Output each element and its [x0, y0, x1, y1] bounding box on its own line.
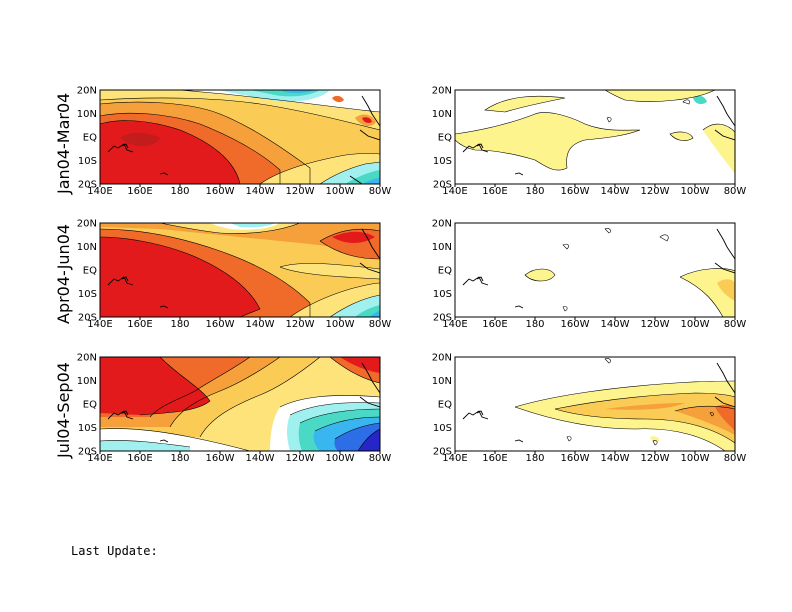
y-tick-label: 10S — [78, 156, 97, 167]
x-tick-label: 100W — [326, 186, 355, 197]
row-label-jul-sep: Jul04-Sep04 — [54, 362, 73, 459]
x-tick-label: 180 — [525, 186, 544, 197]
x-tick-label: 80W — [724, 319, 747, 330]
y-tick-label: 20S — [78, 447, 97, 458]
x-tick-label: 140W — [601, 319, 630, 330]
y-tick-label: 10S — [433, 289, 452, 300]
y-tick-label: 10S — [78, 289, 97, 300]
x-tick-label: 100W — [326, 453, 355, 464]
row-label-jan-mar: Jan04-Mar04 — [54, 93, 73, 195]
last-update-label: Last Update: — [71, 544, 158, 558]
x-tick-label: 160E — [482, 186, 507, 197]
x-tick-label: 160W — [561, 319, 590, 330]
x-tick-label: 140W — [246, 186, 275, 197]
y-tick-label: EQ — [438, 400, 452, 411]
x-tick-label: 100W — [681, 319, 710, 330]
x-tick-label: 180 — [170, 186, 189, 197]
x-tick-label: 80W — [369, 453, 392, 464]
y-tick-label: 10N — [77, 242, 97, 253]
x-tick-label: 160W — [206, 319, 235, 330]
y-tick-label: 20S — [433, 447, 452, 458]
x-tick-label: 140E — [442, 319, 467, 330]
y-tick-label: 10N — [77, 109, 97, 120]
y-tick-label: EQ — [83, 400, 97, 411]
y-tick-label: 10N — [432, 109, 452, 120]
y-tick-label: EQ — [83, 266, 97, 277]
x-tick-label: 160W — [206, 186, 235, 197]
x-tick-label: 120W — [286, 186, 315, 197]
y-tick-label: 10S — [78, 423, 97, 434]
x-tick-label: 120W — [641, 319, 670, 330]
row-label-apr-jun: Apr04-Jun04 — [54, 224, 73, 324]
y-tick-label: 10N — [432, 242, 452, 253]
y-tick-label: 20N — [432, 86, 452, 97]
y-tick-label: 20N — [77, 219, 97, 230]
x-tick-label: 140E — [442, 186, 467, 197]
y-tick-label: 10N — [77, 376, 97, 387]
x-tick-label: 80W — [724, 453, 747, 464]
x-tick-label: 160E — [482, 453, 507, 464]
x-tick-label: 180 — [525, 453, 544, 464]
x-tick-label: 80W — [724, 186, 747, 197]
y-tick-label: 20N — [432, 219, 452, 230]
x-tick-label: 120W — [641, 453, 670, 464]
x-tick-label: 100W — [326, 319, 355, 330]
x-tick-label: 140W — [601, 186, 630, 197]
x-tick-label: 140W — [246, 319, 275, 330]
axis-ticks: 140E 160E 180 160W 140W 120W 100W 80W 20N 10N EQ 10… — [77, 86, 747, 465]
y-tick-label: EQ — [438, 133, 452, 144]
x-tick-label: 120W — [641, 186, 670, 197]
y-tick-label: 20N — [77, 86, 97, 97]
y-tick-label: 20N — [432, 353, 452, 364]
y-tick-label: EQ — [438, 266, 452, 277]
y-tick-label: 20S — [433, 313, 452, 324]
panel-apr-jun-left — [99, 222, 381, 318]
panel-jul-sep-left — [99, 356, 381, 452]
y-tick-label: 20S — [78, 313, 97, 324]
x-tick-label: 180 — [525, 319, 544, 330]
x-tick-label: 100W — [681, 186, 710, 197]
panel-jan-mar-left — [99, 89, 381, 185]
x-tick-label: 160W — [561, 453, 590, 464]
x-tick-label: 160E — [127, 186, 152, 197]
x-tick-label: 80W — [369, 186, 392, 197]
x-tick-label: 160W — [561, 186, 590, 197]
y-tick-label: 10S — [433, 423, 452, 434]
y-tick-label: 10S — [433, 156, 452, 167]
y-tick-label: 20S — [78, 180, 97, 191]
x-tick-label: 140E — [87, 186, 112, 197]
y-tick-label: 20S — [433, 180, 452, 191]
y-tick-label: 20N — [77, 353, 97, 364]
x-tick-label: 140E — [87, 453, 112, 464]
x-tick-label: 140E — [87, 319, 112, 330]
y-tick-label: EQ — [83, 133, 97, 144]
x-tick-label: 140W — [246, 453, 275, 464]
x-tick-label: 160E — [127, 319, 152, 330]
panel-jul-sep-right — [454, 356, 736, 452]
x-tick-label: 160E — [127, 453, 152, 464]
y-tick-label: 10N — [432, 376, 452, 387]
x-tick-label: 120W — [286, 319, 315, 330]
x-tick-label: 180 — [170, 319, 189, 330]
x-tick-label: 160W — [206, 453, 235, 464]
x-tick-label: 80W — [369, 319, 392, 330]
panel-jan-mar-right — [454, 89, 736, 185]
x-tick-label: 140E — [442, 453, 467, 464]
x-tick-label: 180 — [170, 453, 189, 464]
x-tick-label: 160E — [482, 319, 507, 330]
x-tick-label: 140W — [601, 453, 630, 464]
panel-apr-jun-right — [454, 222, 736, 318]
x-tick-label: 100W — [681, 453, 710, 464]
x-tick-label: 120W — [286, 453, 315, 464]
